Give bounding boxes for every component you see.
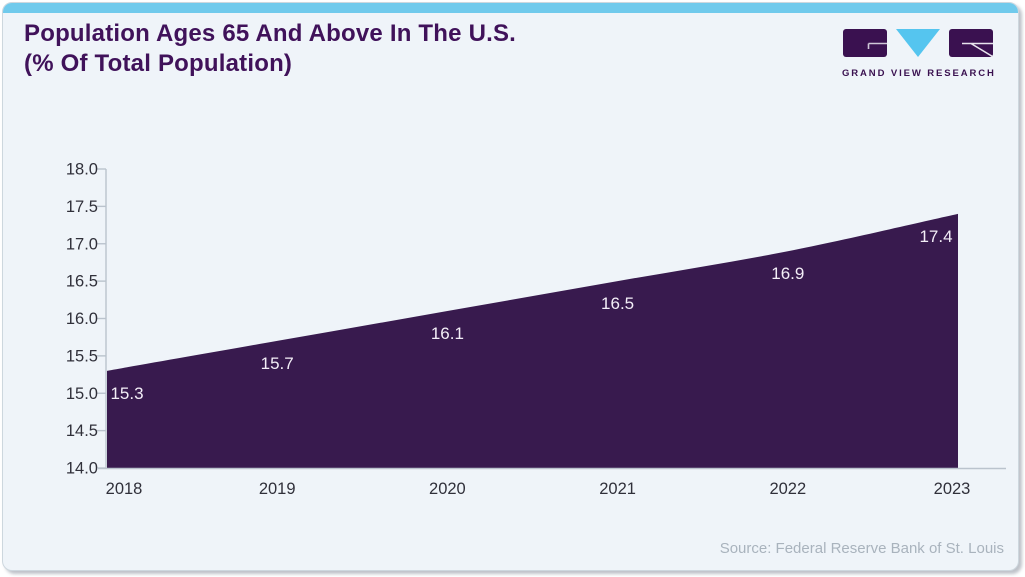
x-tick-label: 2019 (259, 480, 296, 498)
x-tick-label: 2020 (429, 480, 466, 498)
title-line-2: (% Of Total Population) (24, 50, 293, 77)
logo-g-block (843, 29, 887, 57)
gvr-logo-icon (843, 29, 993, 58)
page-title: Population Ages 65 And Above In The U.S.… (24, 19, 516, 79)
y-tick-label: 15.0 (66, 385, 98, 403)
y-tick-label: 18.0 (66, 161, 98, 179)
accent-topbar (3, 3, 1018, 13)
y-tick-label: 14.5 (66, 422, 98, 440)
x-tick-label: 2022 (769, 480, 806, 498)
gvr-logo-text: GRAND VIEW RESEARCH (842, 68, 996, 79)
area-chart: 14.0 14.5 15.0 15.5 16.0 16.5 17.0 17.5 18.0 2018… (66, 161, 1006, 498)
y-tick-label: 17.0 (66, 235, 98, 253)
data-value-label: 16.5 (601, 294, 634, 313)
gvr-logo: GRAND VIEW RESEARCH (842, 27, 994, 79)
y-tick-label: 17.5 (66, 198, 98, 216)
data-value-label: 16.1 (431, 324, 464, 343)
logo-v-triangle (896, 29, 940, 57)
y-tick-label: 15.5 (66, 347, 98, 365)
x-tick-label: 2018 (106, 480, 143, 498)
y-tick-label: 16.0 (66, 310, 98, 328)
x-tick-label: 2023 (934, 480, 971, 498)
y-tick-label: 16.5 (66, 273, 98, 291)
data-value-label: 15.7 (261, 354, 294, 373)
area-series (107, 213, 958, 468)
title-line-1: Population Ages 65 And Above In The U.S. (24, 20, 517, 47)
data-value-label: 15.3 (110, 384, 143, 403)
data-value-label: 17.4 (919, 227, 952, 246)
logo-g-glyph (867, 42, 887, 49)
logo-r-glyph (962, 42, 993, 58)
y-tick-label: 14.0 (66, 460, 98, 478)
data-value-label: 16.9 (771, 264, 804, 283)
x-tick-label: 2021 (599, 480, 636, 498)
chart-card: Population Ages 65 And Above In The U.S.… (2, 2, 1019, 571)
source-attribution: Source: Federal Reserve Bank of St. Loui… (719, 540, 1004, 557)
